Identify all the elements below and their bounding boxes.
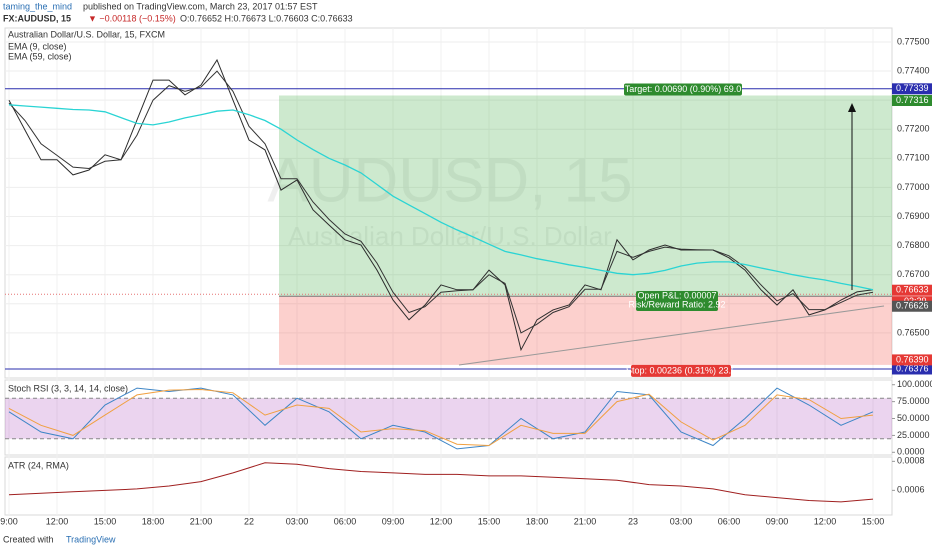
change: ▼ −0.00118 (−0.15%): [88, 13, 176, 23]
x-tick-label: 22: [244, 516, 254, 526]
pane-title: ATR (24, RMA): [8, 460, 69, 470]
target-zone: [279, 95, 892, 297]
atr-line: [8, 462, 874, 503]
y-tick-label: 0.76500: [897, 327, 930, 337]
y-tick-label: 100.0000: [897, 379, 932, 389]
stoch-line: [8, 387, 874, 450]
author[interactable]: taming_the_mind: [3, 1, 72, 11]
y-tick-label: 75.0000: [897, 396, 930, 406]
legend-entry: EMA (9, close): [8, 41, 67, 51]
x-tick-label: 21:00: [190, 516, 213, 526]
y-tick-label: 0.76900: [897, 211, 930, 221]
x-tick-label: 06:00: [334, 516, 357, 526]
x-tick-label: 03:00: [670, 516, 693, 526]
pane: [4, 456, 893, 516]
x-tick-label: 06:00: [718, 516, 741, 526]
symbol: FX:AUDUSD, 15: [3, 13, 71, 23]
y-tick-label: 0.0008: [897, 456, 925, 466]
axis-tag: [892, 284, 932, 296]
x-tick-label: 15:00: [94, 516, 117, 526]
legend-title: Australian Dollar/U.S. Dollar, 15, FXCM: [8, 29, 165, 39]
price-line: [8, 104, 874, 291]
axis-tag-label: 0.76390: [896, 354, 929, 364]
price-line: [8, 70, 874, 334]
axis-tag: [892, 300, 932, 312]
position-label: Open P&L: 0.00007: [637, 290, 716, 300]
axis-tag: [892, 354, 932, 366]
y-tick-label: 0.76700: [897, 269, 930, 279]
arrow-head: [848, 103, 856, 112]
watermark-sub: Australian Dollar/U.S. Dollar: [288, 221, 612, 251]
x-tick-label: 12:00: [814, 516, 837, 526]
x-tick-label: 12:00: [46, 516, 69, 526]
x-tick-label: 21:00: [574, 516, 597, 526]
pane: [4, 27, 893, 379]
x-tick-label: 9:00: [0, 516, 18, 526]
y-tick-label: 0.77100: [897, 153, 930, 163]
x-tick-label: 09:00: [382, 516, 405, 526]
x-tick-label: 09:00: [766, 516, 789, 526]
axis-tag-label: 0.77339: [896, 83, 929, 93]
y-tick-label: 0.77400: [897, 65, 930, 75]
label-box: [636, 291, 718, 311]
y-tick-label: 25.0000: [897, 430, 930, 440]
published: published on TradingView.com, March 23, …: [83, 1, 318, 11]
y-tick-label: 0.77200: [897, 124, 930, 134]
brand[interactable]: TradingView: [66, 534, 116, 544]
ohlc: O:0.76652 H:0.76673 L:0.76603 C:0.76633: [180, 13, 353, 23]
axis-tag-label: 0.76376: [896, 363, 929, 373]
axis-tag: [892, 363, 932, 375]
x-tick-label: 18:00: [526, 516, 549, 526]
axis-tag-label: 0.77316: [896, 95, 929, 105]
y-tick-label: 0.77500: [897, 36, 930, 46]
legend-entry: EMA (59, close): [8, 51, 72, 61]
x-tick-label: 12:00: [430, 516, 453, 526]
y-tick-label: 50.0000: [897, 413, 930, 423]
position-label: Target: 0.00690 (0.90%) 69.0: [625, 84, 742, 94]
x-tick-label: 23: [628, 516, 638, 526]
label-box: [631, 364, 731, 377]
stop-zone: [279, 296, 892, 365]
position-label: Risk/Reward Ratio: 2.92: [628, 299, 725, 309]
x-tick-label: 03:00: [286, 516, 309, 526]
created: Created with: [3, 534, 54, 544]
x-tick-label: 15:00: [862, 516, 885, 526]
axis-tag-label: 0.76626: [896, 301, 929, 311]
y-tick-label: 0.0000: [897, 447, 925, 457]
trend-line: [458, 305, 885, 366]
x-tick-label: 15:00: [478, 516, 501, 526]
y-tick-label: 0.76800: [897, 240, 930, 250]
price-line: [8, 58, 874, 352]
axis-tag: [892, 83, 932, 95]
x-tick-label: 18:00: [142, 516, 165, 526]
pane-title: Stoch RSI (3, 3, 14, 14, close): [8, 383, 128, 393]
position-label: Stop: 0.00236 (0.31%) 23.6: [626, 365, 736, 375]
pane: [4, 379, 893, 456]
y-tick-label: 0.77000: [897, 182, 930, 192]
axis-tag-label: 0.76633: [896, 285, 929, 295]
stoch-line: [8, 388, 874, 447]
label-box: [624, 83, 742, 96]
stoch-band: [5, 398, 892, 439]
y-tick-label: 0.0006: [897, 485, 925, 495]
axis-tag: [892, 94, 932, 106]
